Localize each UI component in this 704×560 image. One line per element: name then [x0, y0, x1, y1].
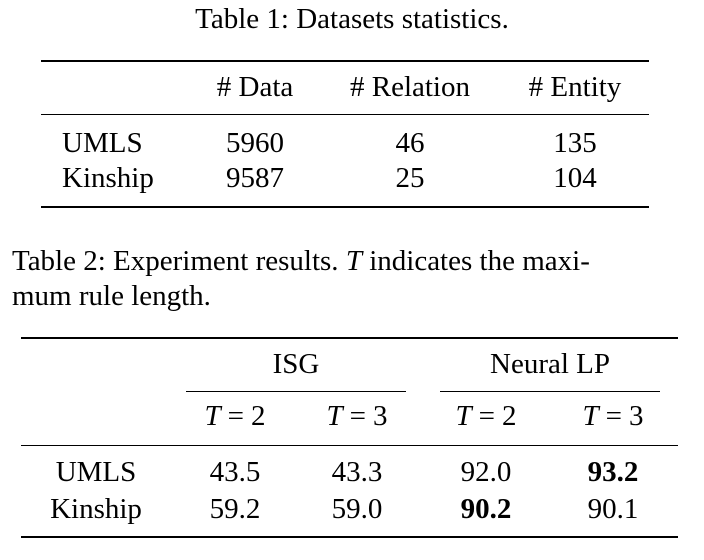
table1-row-name: UMLS [62, 127, 143, 159]
table2-cell-best: 90.2 [460, 493, 512, 525]
table2-subheader: T = 3 [582, 400, 644, 432]
table2-cell: 90.1 [587, 493, 639, 525]
table2-top-rule [21, 337, 678, 339]
table2-cmid-rule-isg [186, 391, 406, 392]
table1-cell: 9587 [226, 162, 284, 194]
table2-cell: 59.0 [331, 493, 383, 525]
table2-group-isg: ISG [272, 348, 320, 380]
table1-bottom-rule [41, 206, 649, 208]
table2-bottom-rule [21, 536, 678, 538]
table1-cell: 5960 [226, 127, 284, 159]
table1-caption: Table 1: Datasets statistics. [195, 3, 509, 35]
table2-mid-rule [21, 445, 678, 446]
table1-header-relation: # Relation [349, 71, 470, 103]
caption-variable: T [345, 245, 362, 277]
table2-group-neural-lp: Neural LP [490, 348, 610, 380]
table1-cell: 104 [553, 162, 597, 194]
table1-top-rule [41, 60, 649, 62]
table2-subheader: T = 2 [455, 400, 517, 432]
table2-subheader: T = 3 [326, 400, 388, 432]
table2-caption: Table 2: Experiment results. T indicates… [12, 245, 590, 312]
table1-header-data: # Data [216, 71, 294, 103]
table2-subheader: T = 2 [204, 400, 266, 432]
table1-row-name: Kinship [62, 162, 154, 194]
table2-row-name: Kinship [50, 493, 142, 525]
table2-cell-best: 93.2 [587, 456, 639, 488]
table2-cell: 43.3 [331, 456, 383, 488]
table1-mid-rule [41, 114, 649, 115]
table2-row-name: UMLS [55, 456, 137, 488]
table1-cell: 135 [553, 127, 597, 159]
table2-cell: 59.2 [209, 493, 261, 525]
table2-cell: 92.0 [460, 456, 512, 488]
table2-cell: 43.5 [209, 456, 261, 488]
table2-cmid-rule-neural-lp [440, 391, 660, 392]
table1-cell: 25 [395, 162, 425, 194]
table1-cell: 46 [395, 127, 425, 159]
table1-header-entity: # Entity [528, 71, 622, 103]
